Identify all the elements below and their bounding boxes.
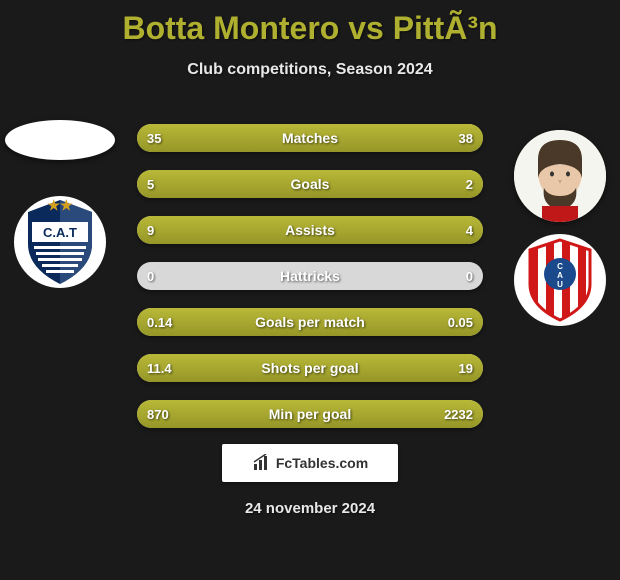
stat-left-value: 0	[147, 269, 154, 284]
svg-text:U: U	[557, 280, 563, 289]
stat-left-value: 870	[147, 407, 169, 422]
branding-badge[interactable]: FcTables.com	[222, 444, 398, 482]
stat-left-value: 35	[147, 131, 161, 146]
team-right-badge: C A U	[512, 232, 608, 328]
stat-row-shots-per-goal: 11.4 Shots per goal 19	[137, 354, 483, 382]
stat-right-value: 0.05	[448, 315, 473, 330]
stats-bars: 35 Matches 38 5 Goals 2 9 Assists 4	[137, 124, 483, 446]
stat-left-value: 11.4	[147, 361, 172, 376]
stat-row-assists: 9 Assists 4	[137, 216, 483, 244]
stat-label: Goals per match	[255, 314, 365, 330]
stat-label: Min per goal	[269, 406, 351, 422]
svg-text:C.A.T: C.A.T	[43, 225, 77, 240]
stat-left-value: 0.14	[147, 315, 172, 330]
date-text: 24 november 2024	[0, 500, 620, 517]
stat-label: Goals	[291, 176, 330, 192]
page-title: Botta Montero vs PittÃ³n	[0, 0, 620, 47]
player-left-panel: ★★ C.A.T	[0, 120, 120, 290]
stat-right-value: 19	[459, 361, 473, 376]
svg-text:C: C	[557, 262, 563, 271]
stat-right-value: 2232	[444, 407, 473, 422]
svg-text:A: A	[557, 271, 563, 280]
chart-icon	[252, 454, 272, 472]
player-right-photo	[514, 130, 606, 222]
stat-right-value: 0	[466, 269, 473, 284]
stat-right-value: 38	[459, 131, 473, 146]
stat-row-min-per-goal: 870 Min per goal 2232	[137, 400, 483, 428]
stat-left-value: 5	[147, 177, 154, 192]
stat-label: Shots per goal	[261, 360, 358, 376]
team-left-badge: ★★ C.A.T	[12, 194, 108, 290]
comparison-container: Botta Montero vs PittÃ³n Club competitio…	[0, 0, 620, 580]
stat-right-value: 2	[466, 177, 473, 192]
stat-label: Assists	[285, 222, 335, 238]
page-subtitle: Club competitions, Season 2024	[0, 61, 620, 79]
stat-right-value: 4	[466, 223, 473, 238]
player-left-photo	[5, 120, 115, 160]
branding-text: FcTables.com	[276, 455, 368, 471]
stat-row-hattricks: 0 Hattricks 0	[137, 262, 483, 290]
svg-text:★★: ★★	[47, 197, 73, 213]
stat-row-goals: 5 Goals 2	[137, 170, 483, 198]
stat-row-goals-per-match: 0.14 Goals per match 0.05	[137, 308, 483, 336]
stat-label: Hattricks	[280, 268, 340, 284]
stat-label: Matches	[282, 130, 338, 146]
stat-left-value: 9	[147, 223, 154, 238]
stat-row-matches: 35 Matches 38	[137, 124, 483, 152]
player-right-panel: C A U	[500, 130, 620, 328]
